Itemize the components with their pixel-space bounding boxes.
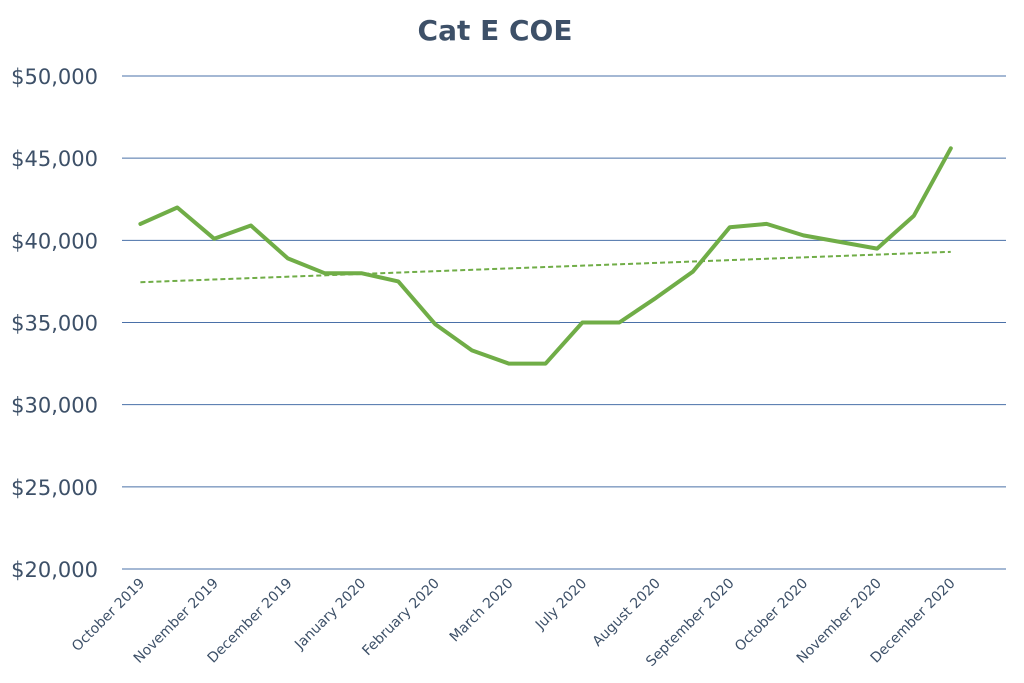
trendline bbox=[140, 250, 951, 284]
data-series bbox=[138, 146, 953, 366]
y-axis: $20,000 $25,000 $30,000 $35,000 $40,000 $45,0… bbox=[11, 65, 98, 582]
x-tick-label: March 2020 bbox=[447, 576, 517, 646]
y-tick-label: $45,000 bbox=[11, 147, 98, 171]
y-tick-label: $20,000 bbox=[11, 558, 98, 582]
y-tick-label: $50,000 bbox=[11, 65, 98, 89]
y-tick-label: $40,000 bbox=[11, 229, 98, 253]
x-tick-label: January 2020 bbox=[291, 576, 369, 654]
x-tick-label: July 2020 bbox=[532, 576, 590, 634]
x-tick-label: August 2020 bbox=[590, 576, 664, 650]
x-tick-label: October 2020 bbox=[732, 576, 811, 655]
x-tick-label: October 2019 bbox=[69, 576, 148, 655]
trendline bbox=[140, 250, 951, 284]
x-tick-label: February 2020 bbox=[359, 576, 443, 660]
y-tick-label: $25,000 bbox=[11, 476, 98, 500]
y-tick-label: $30,000 bbox=[11, 394, 98, 418]
chart-title: Cat E COE bbox=[417, 14, 573, 47]
y-tick-label: $35,000 bbox=[11, 312, 98, 336]
gridlines bbox=[122, 75, 1006, 570]
series-line bbox=[138, 146, 953, 366]
